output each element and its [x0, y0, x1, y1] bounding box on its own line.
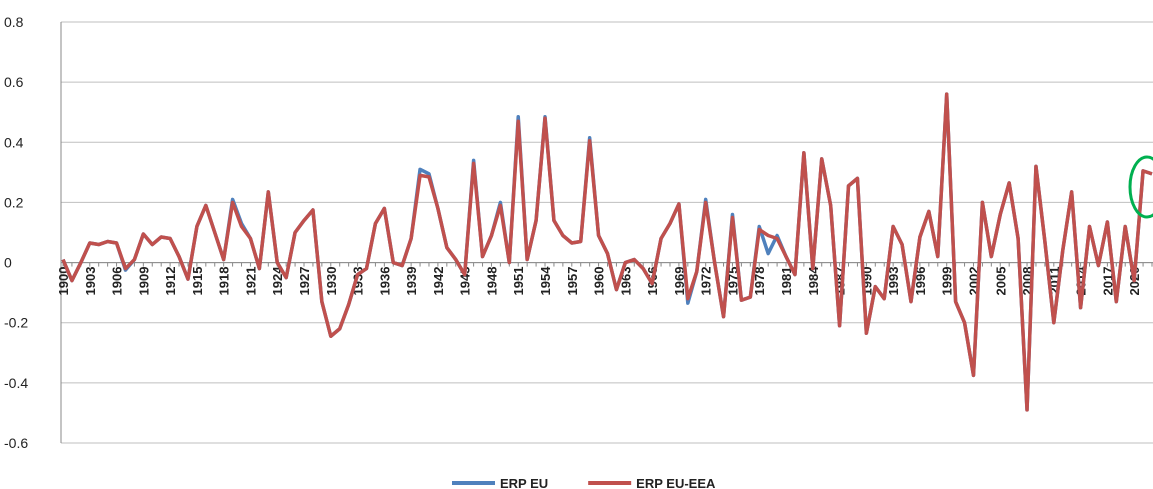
x-tick-label: 2005	[993, 267, 1008, 296]
x-tick-label: 1921	[243, 267, 258, 296]
y-tick-label: 0	[4, 255, 12, 271]
x-tick-label: 1999	[940, 267, 955, 296]
legend-label: ERP EU-EEA	[636, 476, 716, 489]
y-tick-label: -0.6	[4, 435, 28, 451]
y-tick-label: 0.6	[4, 74, 24, 90]
x-tick-label: 1918	[217, 267, 232, 296]
y-tick-label: -0.4	[4, 375, 28, 391]
x-tick-label: 1939	[404, 267, 419, 296]
x-tick-label: 1915	[190, 267, 205, 296]
x-tick-label: 1993	[886, 267, 901, 296]
x-tick-label: 1975	[725, 267, 740, 296]
x-tick-label: 1996	[913, 267, 928, 296]
x-tick-label: 1945	[458, 267, 473, 296]
x-tick-label: 1948	[484, 267, 499, 296]
x-tick-label: 1936	[377, 267, 392, 296]
y-tick-label: 0.8	[4, 14, 24, 30]
x-tick-label: 1960	[592, 267, 607, 296]
x-tick-label: 1969	[672, 267, 687, 296]
x-tick-label: 1912	[163, 267, 178, 296]
legend-label: ERP EU	[500, 476, 548, 489]
x-tick-label: 1978	[752, 267, 767, 296]
x-tick-label: 1942	[431, 267, 446, 296]
x-tick-label: 1930	[324, 267, 339, 296]
series-line	[61, 92, 1153, 412]
x-tick-label: 1957	[565, 267, 580, 296]
x-tick-label: 1981	[779, 267, 794, 296]
x-tick-label: 1909	[136, 267, 151, 296]
x-tick-label: 1924	[270, 266, 285, 296]
x-tick-label: 1972	[699, 267, 714, 296]
y-tick-label: 0.2	[4, 194, 24, 210]
x-tick-label: 1906	[110, 267, 125, 296]
lines	[61, 92, 1153, 412]
x-tick-label: 1927	[297, 267, 312, 296]
x-tick-label: 1984	[806, 266, 821, 296]
y-tick-label: 0.4	[4, 134, 24, 150]
x-tick-label: 1954	[538, 266, 553, 296]
highlight-ellipse	[1128, 155, 1153, 219]
x-tick-label: 1951	[511, 267, 526, 296]
y-tick-label: -0.2	[4, 315, 28, 331]
x-tick-label: 1903	[83, 267, 98, 296]
